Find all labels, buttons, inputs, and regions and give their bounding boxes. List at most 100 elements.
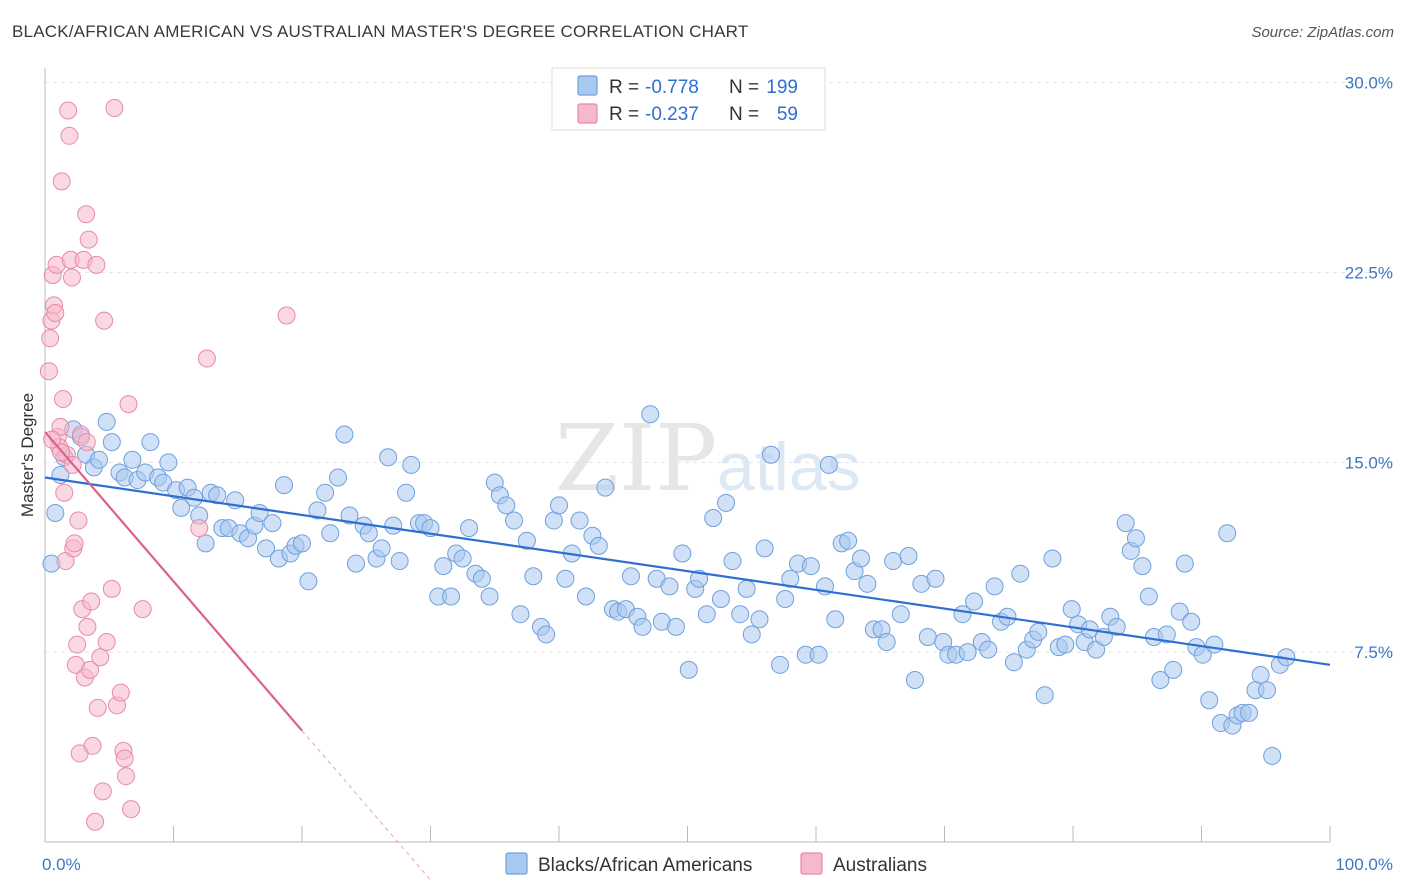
data-point-blacks <box>544 511 563 530</box>
data-point-blacks <box>537 625 556 644</box>
data-point-blacks <box>750 610 769 629</box>
data-point-blacks <box>1251 665 1270 684</box>
data-point-blacks <box>402 455 421 474</box>
data-point-blacks <box>1004 653 1023 672</box>
data-point-blacks <box>666 617 685 636</box>
data-point-blacks <box>1170 602 1189 621</box>
data-point-blacks <box>926 569 945 588</box>
data-point-blacks <box>453 549 472 568</box>
data-point-australians <box>65 534 84 553</box>
data-point-australians <box>51 417 70 436</box>
data-point-australians <box>105 98 124 117</box>
data-point-blacks <box>472 569 491 588</box>
data-point-blacks <box>801 557 820 576</box>
y-tick-label: 15.0% <box>1345 453 1393 472</box>
data-point-australians <box>116 767 135 786</box>
data-point-blacks <box>379 448 398 467</box>
data-point-blacks <box>321 524 340 543</box>
data-point-australians <box>115 749 134 768</box>
data-point-australians <box>62 268 81 287</box>
data-point-blacks <box>755 539 774 558</box>
data-point-blacks <box>372 539 391 558</box>
data-point-australians <box>93 782 112 801</box>
data-point-blacks <box>958 643 977 662</box>
watermark-zip: ZIP <box>555 405 717 512</box>
data-point-blacks <box>633 617 652 636</box>
data-point-blacks <box>679 660 698 679</box>
data-point-blacks <box>771 655 790 674</box>
trendline-australians <box>44 431 303 732</box>
data-point-blacks <box>576 587 595 606</box>
data-point-australians <box>59 101 78 120</box>
data-point-blacks <box>660 577 679 596</box>
data-point-blacks <box>299 572 318 591</box>
bottom-legend-swatch-australians <box>800 852 823 875</box>
data-point-australians <box>53 390 72 409</box>
data-point-blacks <box>97 412 116 431</box>
bottom-legend-label-australians: Australians <box>833 855 927 876</box>
data-point-blacks <box>172 498 191 517</box>
data-point-blacks <box>711 590 730 609</box>
data-point-blacks <box>196 534 215 553</box>
data-point-blacks <box>480 587 499 606</box>
data-point-australians <box>102 579 121 598</box>
data-point-blacks <box>704 509 723 528</box>
data-point-blacks <box>346 554 365 573</box>
data-point-blacks <box>1205 635 1224 654</box>
x-tick-label: 0.0% <box>42 855 81 874</box>
data-point-blacks <box>621 567 640 586</box>
data-point-blacks <box>497 496 516 515</box>
data-point-blacks <box>979 640 998 659</box>
data-point-blacks <box>460 519 479 538</box>
data-point-blacks <box>1133 557 1152 576</box>
data-point-blacks <box>737 579 756 598</box>
y-tick-label: 22.5% <box>1345 263 1393 282</box>
data-point-blacks <box>1240 703 1259 722</box>
legend-n-value: 59 <box>777 104 798 125</box>
data-point-blacks <box>550 496 568 515</box>
data-point-blacks <box>384 516 403 535</box>
data-point-blacks <box>308 501 327 520</box>
y-tick-label: 7.5% <box>1354 643 1393 662</box>
data-point-blacks <box>809 645 828 664</box>
axes <box>44 68 1331 843</box>
data-point-blacks <box>442 587 461 606</box>
data-point-australians <box>88 698 107 717</box>
data-point-blacks <box>1011 564 1030 583</box>
data-point-australians <box>60 126 79 145</box>
data-point-blacks <box>328 468 347 487</box>
data-point-blacks <box>257 539 276 558</box>
data-point-blacks <box>839 531 858 550</box>
watermark-atlas: atlas <box>717 429 861 505</box>
data-point-blacks <box>570 511 589 530</box>
data-point-blacks <box>851 549 870 568</box>
series-legend: Blacks/African Americans Australians <box>505 852 927 876</box>
data-point-australians <box>97 633 116 652</box>
data-point-blacks <box>340 506 359 525</box>
data-point-australians <box>86 812 105 831</box>
data-point-australians <box>91 648 110 667</box>
trendline-australians-extension <box>301 730 431 881</box>
data-point-blacks <box>905 671 924 690</box>
data-point-blacks <box>826 610 845 629</box>
data-point-blacks <box>589 536 608 555</box>
data-point-australians <box>79 230 98 249</box>
data-point-australians <box>83 736 102 755</box>
data-point-australians <box>80 660 99 679</box>
data-point-blacks <box>1175 554 1194 573</box>
data-point-blacks <box>899 546 918 565</box>
data-point-blacks <box>275 476 294 495</box>
data-point-blacks <box>141 433 160 452</box>
data-point-australians <box>95 311 114 330</box>
data-point-australians <box>77 433 96 452</box>
data-point-blacks <box>723 552 742 571</box>
bottom-legend-label-blacks: Blacks/African Americans <box>538 855 752 876</box>
legend-r-value: -0.237 <box>645 104 699 125</box>
data-point-blacks <box>1218 524 1237 543</box>
bottom-legend-swatch-blacks <box>505 852 528 875</box>
legend-swatch-australians <box>577 103 598 124</box>
data-point-blacks <box>316 483 335 502</box>
data-point-blacks <box>390 552 409 571</box>
data-point-blacks <box>965 592 984 611</box>
data-point-australians <box>77 205 96 224</box>
